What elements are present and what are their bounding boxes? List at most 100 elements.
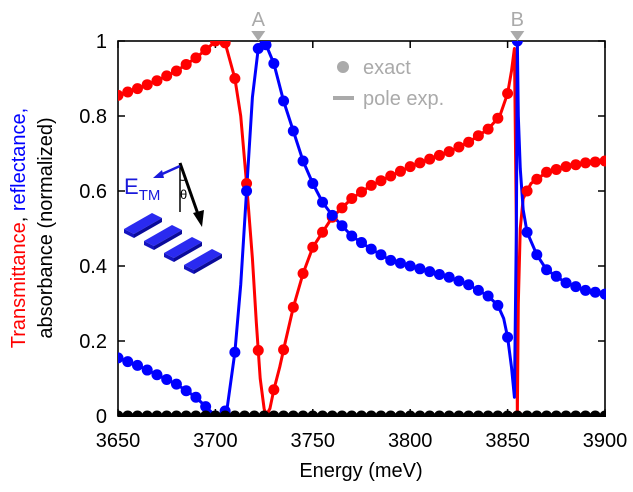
absorbance-point — [472, 410, 484, 417]
field-arrow — [159, 164, 181, 177]
reflectance-point — [385, 254, 397, 266]
reflectance-point — [531, 249, 543, 261]
reflectance-point — [482, 290, 494, 302]
marker-b-label: B — [511, 9, 524, 31]
transmittance-point — [356, 186, 367, 198]
transmittance-point — [580, 157, 592, 169]
transmittance-point — [492, 112, 504, 124]
reflectance-point — [307, 178, 319, 189]
absorbance-point — [336, 410, 348, 417]
absorbance-point — [463, 410, 475, 417]
transmittance-point — [170, 65, 182, 77]
absorbance-point — [287, 410, 299, 417]
absorbance-point — [404, 410, 416, 417]
transmittance-point — [375, 175, 387, 187]
x-tick-label: 3750 — [291, 430, 336, 452]
reflectance-point — [346, 230, 358, 242]
reflectance-point — [229, 346, 241, 358]
y-tick-label: 0.8 — [79, 106, 107, 128]
transmittance-point — [307, 241, 319, 253]
y-axis-label-line2: absorbance (normalized) — [35, 117, 57, 338]
absorbance-point — [248, 410, 260, 417]
absorbance-point — [453, 410, 465, 417]
reflectance-point — [122, 356, 134, 368]
transmittance-point — [317, 226, 329, 238]
x-tick-label: 3650 — [96, 430, 141, 452]
reflectance-point — [375, 249, 387, 261]
reflectance-point — [541, 264, 553, 276]
reflectance-point — [502, 331, 514, 343]
x-axis-label: Energy (meV) — [299, 460, 422, 482]
reflectance-point — [141, 364, 153, 376]
transmittance-point — [190, 52, 202, 64]
field-arrowhead — [153, 170, 164, 178]
marker-b-triangle — [510, 31, 525, 41]
reflectance-point — [287, 125, 299, 137]
x-axis: 3650 3700 3750 3800 3850 3900 — [96, 41, 628, 452]
absorbance-point — [482, 410, 494, 417]
x-tick-label: 3900 — [583, 430, 628, 452]
absorbance-point — [180, 410, 192, 417]
transmittance-point — [219, 41, 231, 49]
reflectance-point — [589, 286, 601, 298]
transmittance-point — [209, 41, 221, 47]
reflectance-point — [463, 279, 475, 291]
absorbance-point — [550, 410, 562, 417]
reflectance-point — [268, 58, 280, 69]
absorbance-point — [297, 410, 309, 417]
transmittance-point — [278, 344, 290, 356]
reflectance-point — [443, 271, 455, 283]
transmittance-point — [385, 170, 397, 182]
transmittance-point — [433, 149, 445, 161]
reflectance-point — [550, 270, 562, 282]
marker-a-label: A — [252, 9, 266, 31]
reflectance-point — [394, 257, 406, 269]
reflectance-point — [424, 266, 436, 278]
reflectance-point — [151, 369, 163, 381]
reflectance-point — [336, 220, 348, 232]
x-tick-label: 3800 — [388, 430, 433, 452]
absorbance-point — [570, 410, 582, 417]
transmittance-point — [443, 146, 455, 158]
series-layer — [118, 41, 606, 417]
absorbance-point — [599, 410, 606, 417]
absorbance-point — [268, 410, 280, 417]
reflectance-point — [511, 41, 523, 47]
grating-bars — [124, 213, 222, 274]
absorbance-point — [385, 410, 397, 417]
absorbance-point — [492, 410, 504, 417]
reflectance-point — [414, 263, 426, 275]
reflectance-point — [404, 260, 416, 272]
absorbance-point — [258, 410, 270, 417]
angle-label: θ — [180, 187, 187, 202]
absorbance-point — [541, 410, 553, 417]
transmittance-point — [287, 301, 299, 313]
transmittance-point — [531, 173, 543, 185]
transmittance-point — [414, 157, 426, 169]
absorbance-point — [239, 410, 251, 417]
inset-schematic: ETM θ — [124, 162, 222, 274]
absorbance-point — [356, 410, 367, 417]
reflectance-point — [170, 378, 182, 390]
transmittance-point — [599, 155, 606, 167]
reflectance-point — [317, 196, 329, 208]
reflectance-point — [260, 41, 272, 51]
transmittance-point — [141, 79, 153, 91]
transmittance-point — [404, 161, 416, 173]
absorbance-point — [161, 410, 173, 417]
transmittance-point — [297, 268, 309, 279]
reflectance-point — [472, 284, 484, 296]
absorbance-point — [118, 410, 124, 417]
legend-exact-label: exact — [363, 57, 411, 79]
transmittance-point — [151, 75, 163, 87]
transmittance-point — [394, 165, 406, 177]
absorbance-point — [414, 410, 426, 417]
absorbance-point — [580, 410, 592, 417]
absorbance-point — [200, 410, 212, 417]
absorbance-point — [443, 410, 455, 417]
transmittance-point — [131, 83, 143, 95]
reflectance-point — [278, 95, 290, 107]
absorbance-point — [560, 410, 572, 417]
